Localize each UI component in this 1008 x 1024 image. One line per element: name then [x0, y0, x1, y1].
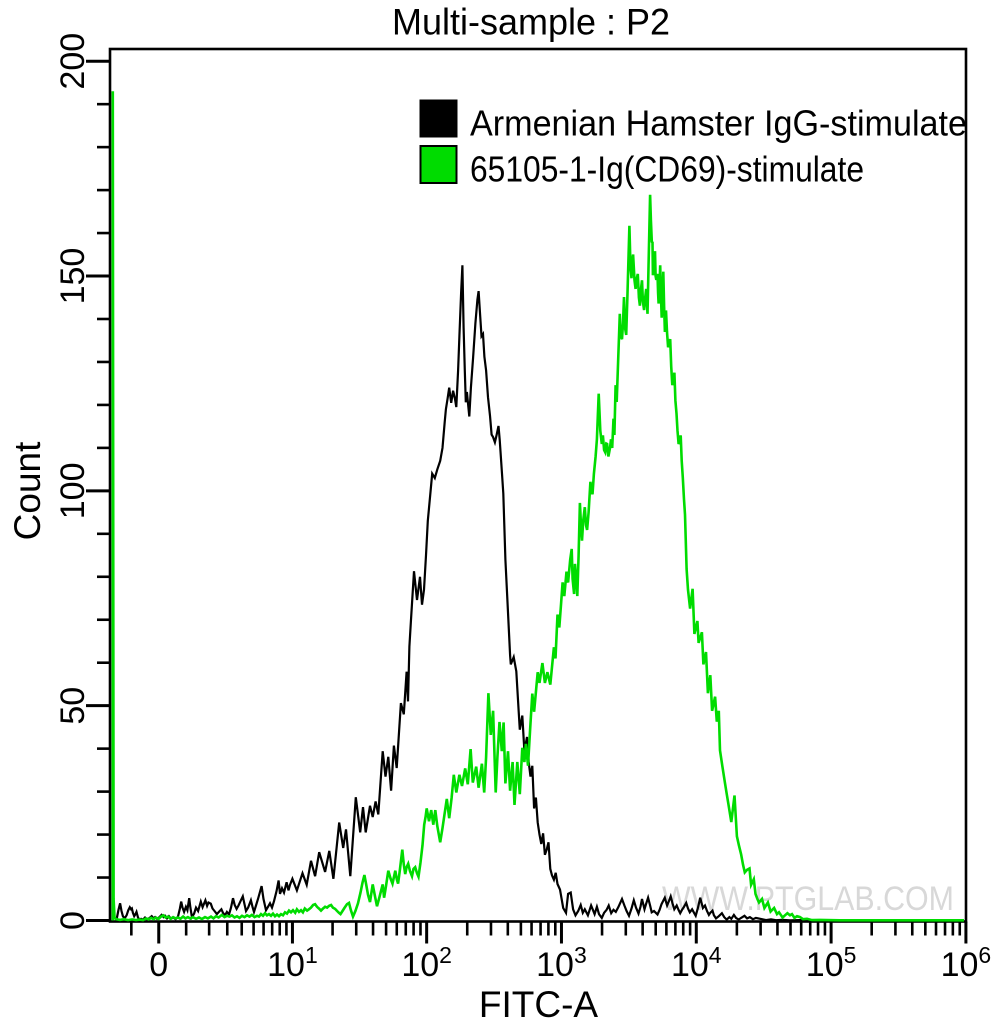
- y-axis-label: Count: [7, 441, 48, 540]
- x-axis-ticks: [130, 921, 968, 944]
- x-axis-tick-labels: 0 101 102 103 104 105 106: [149, 942, 991, 984]
- x-tick-label: 101: [267, 942, 318, 984]
- x-tick-label: 103: [536, 942, 587, 984]
- plot-border: [108, 47, 968, 923]
- y-tick-label: 200: [54, 33, 92, 90]
- x-tick-label: 0: [149, 946, 168, 984]
- legend-swatch-green: [419, 145, 458, 184]
- y-tick-label: 0: [54, 911, 92, 930]
- y-axis-ticks: [86, 59, 110, 922]
- series-curve-0: [114, 265, 965, 922]
- x-tick-label: 104: [671, 942, 722, 984]
- y-tick-label: 100: [54, 462, 92, 519]
- y-tick-label: 50: [54, 687, 92, 725]
- legend-swatch-black: [419, 99, 458, 138]
- legend-label-igg-control: Armenian Hamster IgG-stimulate: [470, 103, 967, 144]
- x-axis-label: FITC-A: [479, 984, 599, 1024]
- y-axis-tick-labels: 0 50 100 150 200: [54, 33, 92, 930]
- y-tick-label: 150: [54, 248, 92, 305]
- chart-title: Multi-sample : P2: [392, 1, 670, 43]
- legend: Armenian Hamster IgG-stimulate 65105-1-I…: [419, 99, 967, 190]
- x-tick-label: 106: [941, 942, 992, 984]
- watermark-text: WWW.PTGLAB.COM: [662, 880, 954, 918]
- histogram-curves: [111, 91, 965, 922]
- legend-label-cd69: 65105-1-Ig(CD69)-stimulate: [470, 149, 864, 190]
- x-tick-label: 102: [401, 942, 452, 984]
- series-curve-1: [111, 91, 964, 922]
- x-tick-label: 105: [806, 942, 857, 984]
